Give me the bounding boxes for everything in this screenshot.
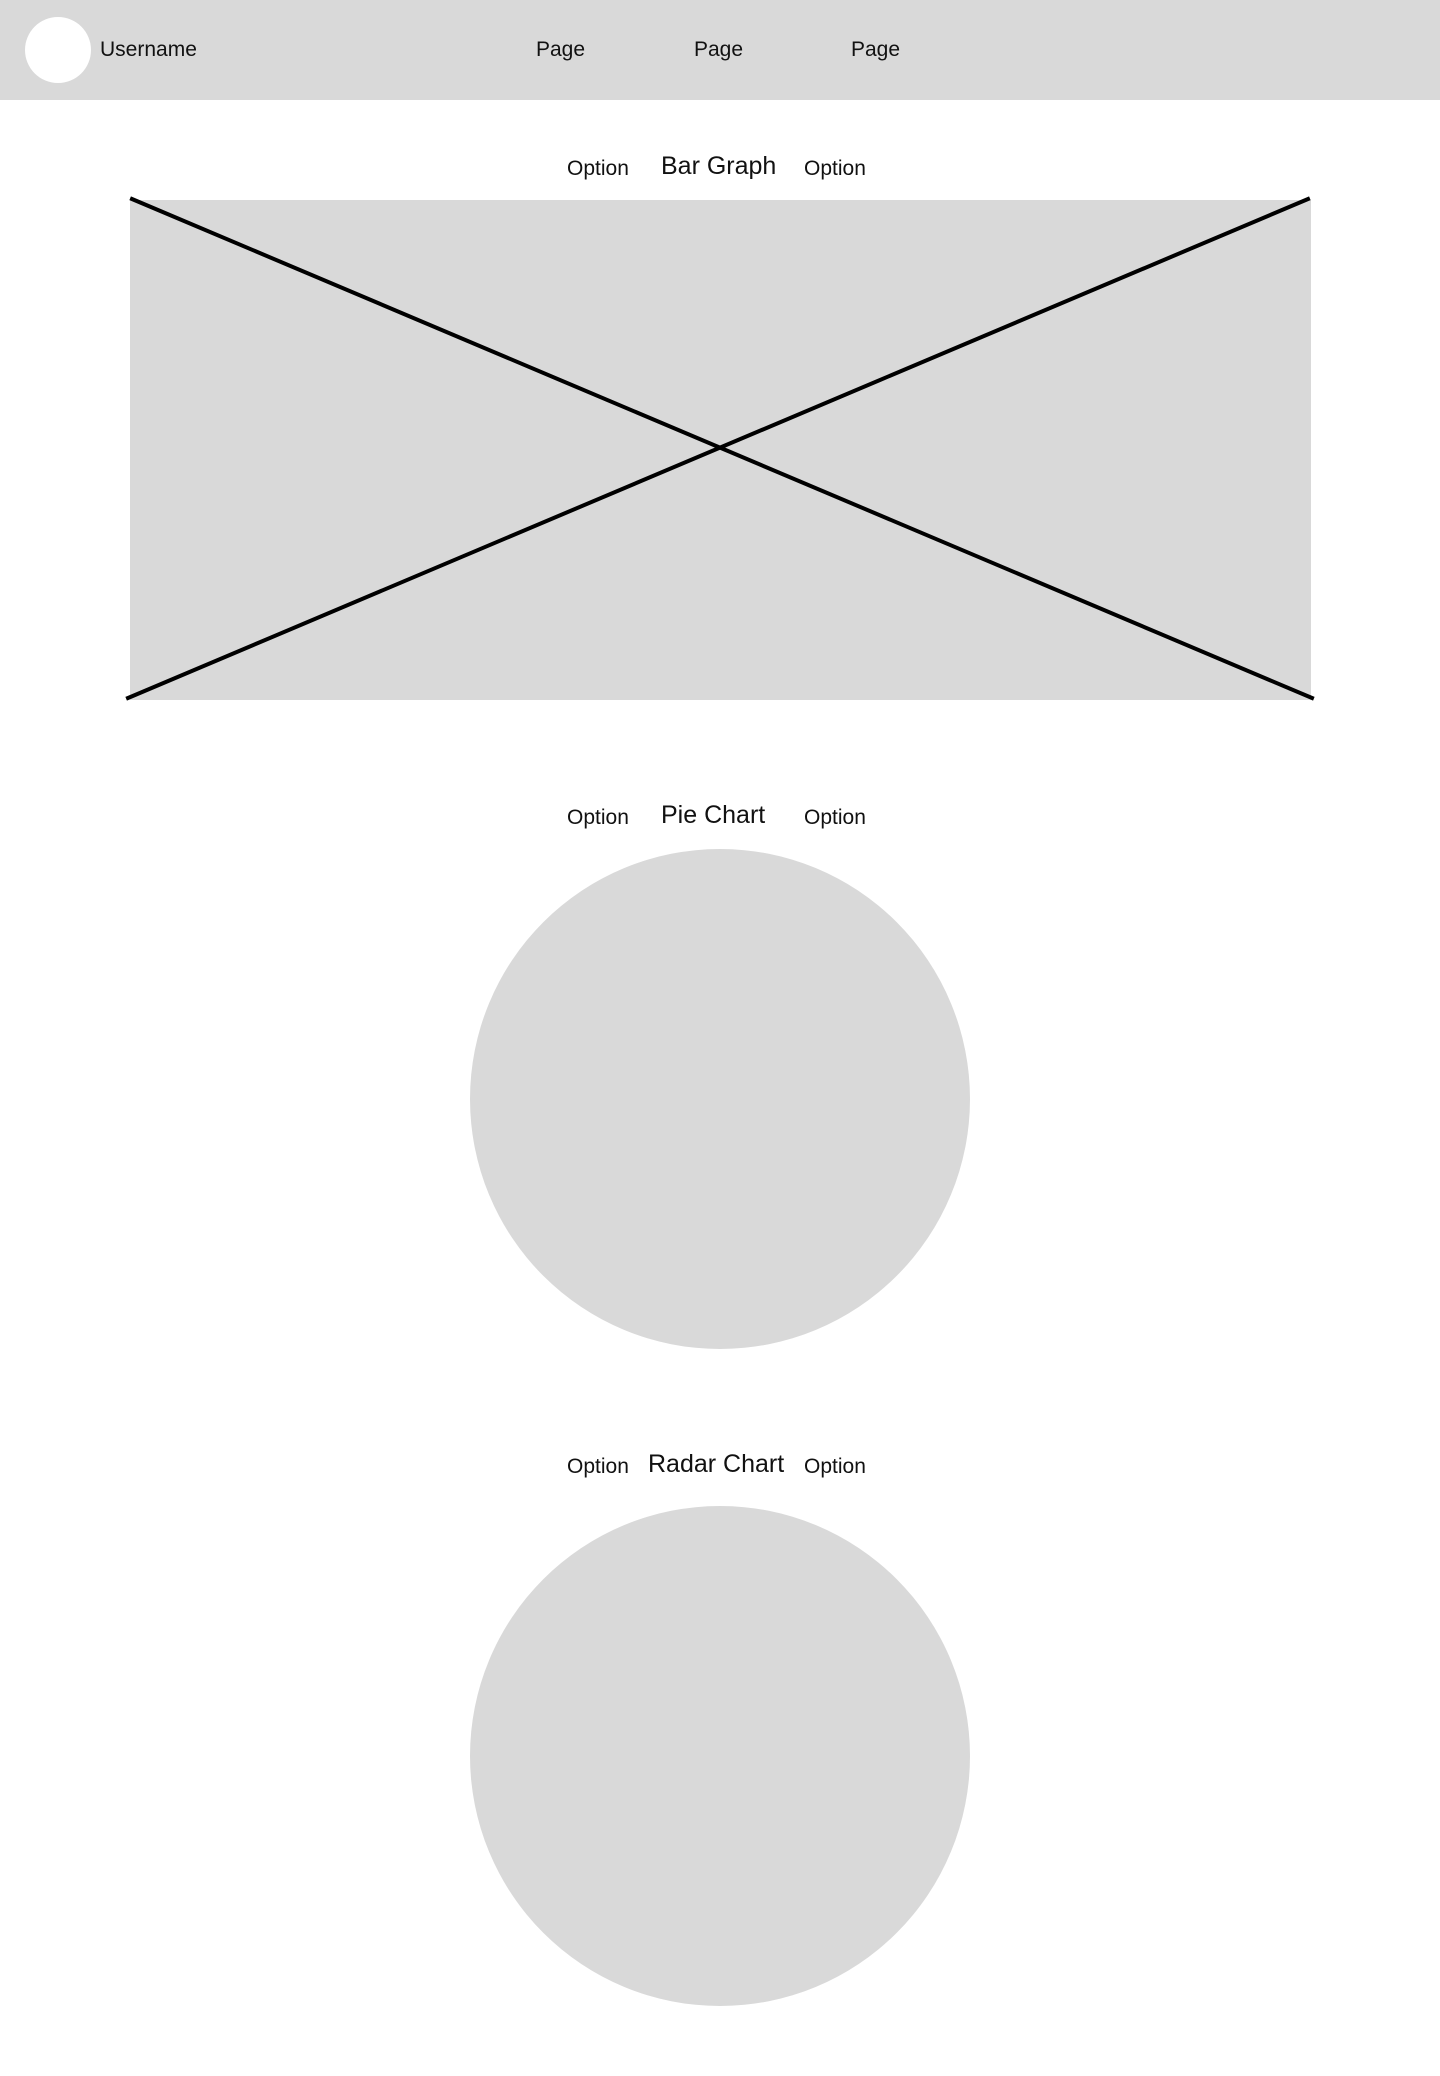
nav-link-page-3[interactable]: Page: [851, 38, 901, 61]
radar-chart-option-right[interactable]: Option: [804, 1455, 866, 1478]
radar-chart-placeholder: [470, 1506, 970, 2006]
pie-chart-option-right[interactable]: Option: [804, 806, 866, 829]
nav-link-page-2[interactable]: Page: [694, 38, 744, 61]
radar-chart-option-left[interactable]: Option: [567, 1455, 629, 1478]
avatar[interactable]: [25, 17, 91, 83]
radar-chart-title: Radar Chart: [648, 1450, 785, 1478]
bar-graph-option-left[interactable]: Option: [567, 157, 629, 180]
username-label[interactable]: Username: [100, 38, 197, 61]
bar-graph-option-right[interactable]: Option: [804, 157, 866, 180]
pie-chart-placeholder: [470, 849, 970, 1349]
image-placeholder-cross: [125, 196, 1315, 701]
nav-link-page-1[interactable]: Page: [536, 38, 586, 61]
pie-chart-option-left[interactable]: Option: [567, 806, 629, 829]
bar-graph-title: Bar Graph: [661, 152, 777, 180]
pie-chart-title: Pie Chart: [661, 801, 766, 829]
cross-line-2: [125, 196, 1311, 701]
bar-graph-placeholder: [125, 196, 1315, 701]
header-bar: Username Page Page Page: [0, 0, 1440, 100]
